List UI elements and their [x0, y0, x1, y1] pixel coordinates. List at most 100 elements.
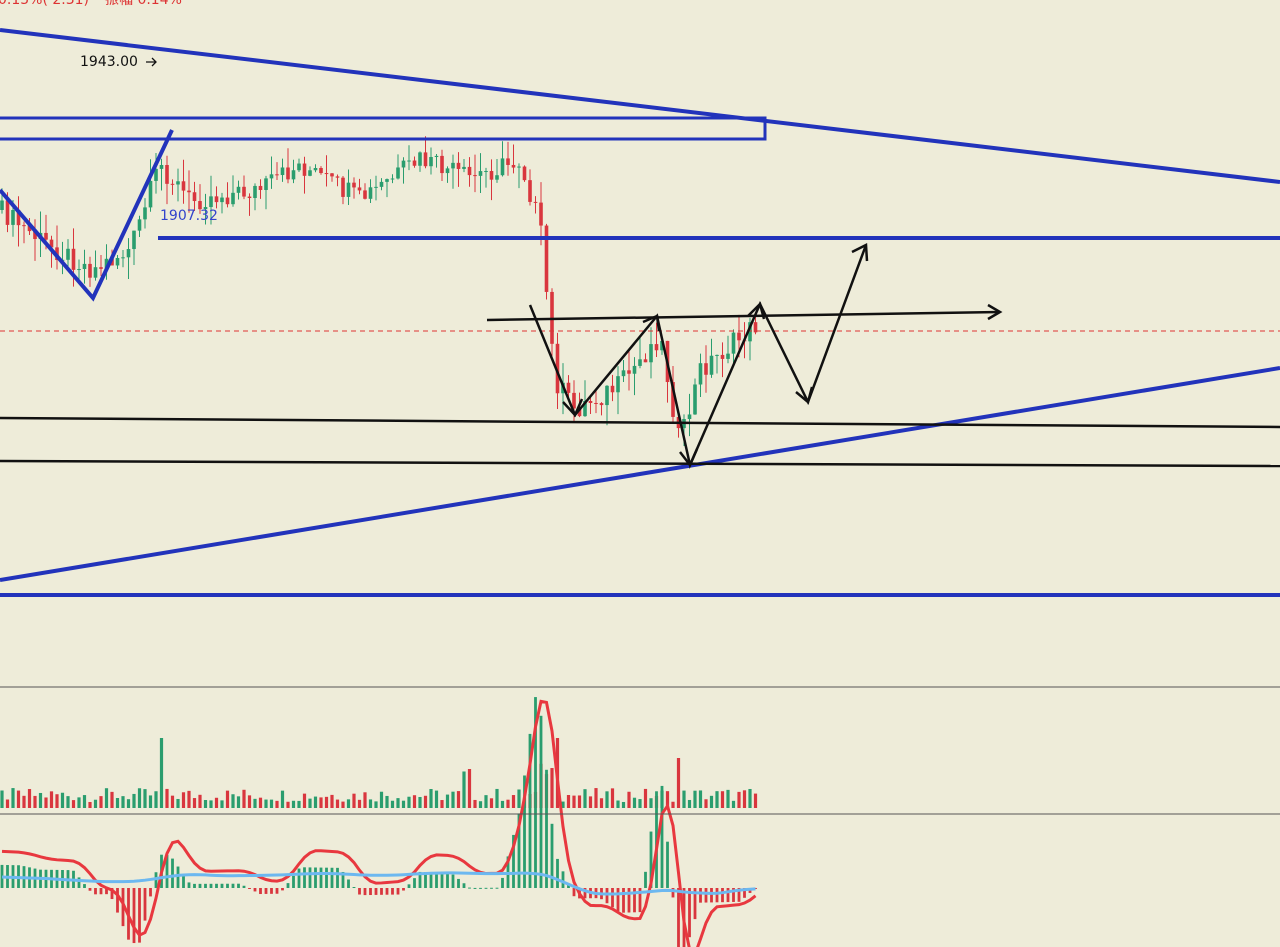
volume-bar — [269, 799, 274, 808]
volume-bar — [434, 790, 439, 808]
candle-body — [456, 162, 461, 169]
candle-body — [583, 401, 587, 417]
candle-body — [357, 187, 362, 191]
upper-trendline — [0, 28, 1280, 184]
level-label: 1907.32 — [160, 208, 218, 224]
macd-bar — [275, 888, 279, 894]
volume-bar — [495, 788, 499, 808]
volume-bar — [610, 788, 615, 808]
macd-bar — [517, 813, 521, 888]
resistance-box — [0, 116, 767, 141]
candle-body — [236, 186, 241, 193]
candle-body — [572, 392, 576, 409]
macd-bar — [688, 888, 691, 938]
volume-bar — [181, 792, 186, 808]
volume-bar — [368, 799, 373, 808]
macd-bar — [297, 868, 301, 888]
macd-bar — [286, 883, 290, 888]
arrowhead — [747, 301, 766, 320]
volume-bar — [297, 800, 301, 808]
volume-bar — [374, 801, 378, 808]
candle-body — [396, 167, 400, 179]
candle-body — [170, 183, 175, 185]
volume-bar — [357, 799, 362, 808]
macd-bar — [396, 888, 400, 895]
h-line — [0, 459, 1280, 468]
volume-bar — [583, 789, 587, 808]
volume-bar — [753, 793, 758, 808]
volume-bar — [401, 800, 406, 808]
candle-body — [143, 207, 147, 220]
candle-body — [748, 322, 752, 342]
macd-bar — [550, 823, 554, 888]
candle-body — [577, 408, 582, 417]
candle-body — [77, 269, 81, 271]
volume-bar — [588, 796, 593, 808]
candle-body — [253, 185, 257, 199]
volume-bar — [511, 795, 516, 808]
volume-bar — [748, 788, 752, 808]
macd-bar — [187, 882, 191, 888]
volume-bar — [214, 797, 219, 808]
h-line — [0, 416, 1280, 429]
macd-bar — [138, 888, 141, 943]
candle-body — [423, 152, 428, 167]
candle-body — [302, 163, 307, 176]
macd-bar — [726, 888, 730, 903]
volume-bar — [451, 791, 455, 808]
candle-body — [280, 167, 285, 176]
volume-bar — [379, 791, 384, 808]
macd-bar — [699, 888, 702, 903]
macd-bar — [352, 887, 356, 889]
macd-bar — [226, 883, 229, 888]
lower-trendline — [0, 366, 1280, 582]
volume-bar — [621, 801, 626, 808]
macd-bar — [116, 888, 119, 913]
candle-body — [176, 181, 180, 185]
candle-body — [214, 196, 219, 203]
macd-bar — [583, 888, 587, 899]
candle-body — [704, 363, 708, 375]
macd-bar — [270, 888, 273, 894]
candle-body — [154, 168, 158, 181]
macd-bar — [512, 834, 515, 888]
volume-bar — [264, 799, 268, 808]
macd-bar — [468, 887, 471, 889]
macd-bar — [704, 888, 708, 903]
volume-bar — [638, 799, 642, 808]
candle-body — [412, 160, 417, 166]
volume-bar — [418, 796, 422, 808]
candle-body — [88, 263, 92, 278]
macd-bar — [77, 877, 81, 888]
candle-body — [121, 257, 125, 259]
volume-bar — [429, 789, 433, 808]
macd-bar — [369, 888, 372, 896]
macd-bar — [616, 888, 620, 912]
volume-bar — [33, 795, 37, 808]
volume-bar — [500, 800, 505, 808]
macd-bar — [336, 867, 339, 888]
volume-bar — [280, 790, 285, 808]
volume-bar — [302, 793, 307, 808]
arrowhead — [987, 303, 1003, 321]
volume-bar — [291, 800, 296, 808]
candle-body — [390, 178, 395, 180]
candle-body — [594, 402, 598, 404]
arrowhead — [642, 314, 661, 332]
candle-body — [198, 201, 202, 210]
macd-bar — [132, 888, 136, 944]
volume-bar — [412, 795, 417, 808]
candle-body — [385, 179, 389, 182]
change-text: 0.15%( 2.31) — [0, 0, 89, 8]
volume-bar — [198, 794, 202, 808]
candle-body — [82, 263, 87, 270]
candle-body — [165, 164, 169, 184]
volume-bar — [115, 798, 120, 808]
macd-bar — [710, 888, 713, 903]
candle-body — [528, 180, 532, 202]
candle-body — [44, 232, 48, 240]
candle-body — [401, 160, 406, 168]
volume-bar — [517, 789, 521, 808]
candle-body — [627, 370, 631, 374]
candle-body — [489, 171, 494, 180]
